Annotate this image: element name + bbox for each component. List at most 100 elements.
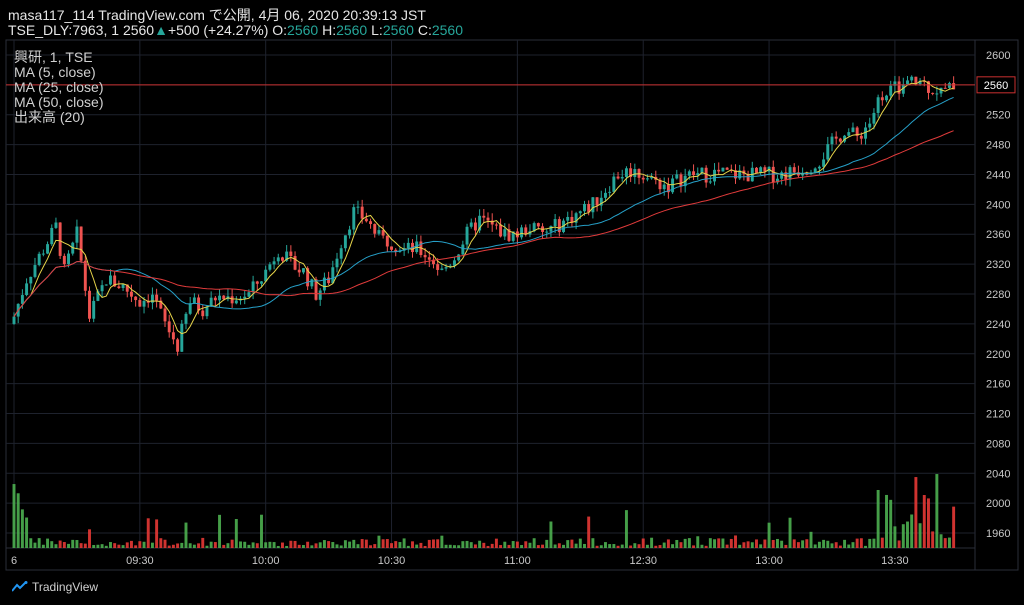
x-tick-label: 10:30 [378,555,406,567]
candle-body [469,222,473,227]
candle-body [780,172,784,179]
candle-body [671,178,675,193]
candle-body [184,313,188,324]
tradingview-brand[interactable]: TradingView [12,580,98,594]
volume-bar [666,539,670,548]
volume-bar [755,539,758,548]
candle-body [893,81,897,86]
candle-body [864,127,868,139]
volume-bar [511,541,515,548]
candle-body [503,229,507,237]
candle-body [92,300,96,319]
volume-bar [377,535,381,548]
candle-body [58,222,62,256]
candle-body [33,265,37,277]
candle-body [939,87,943,94]
candle-body [914,76,918,85]
y-tick-label: 2000 [986,498,1010,510]
volume-bar [859,538,863,548]
volume-bar [251,542,255,548]
candle-body [813,168,817,173]
volume-bar [12,484,16,548]
candle-body [134,296,138,301]
volume-bar [121,545,125,548]
ohlc-header: TSE_DLY:7963, 1 2560▲+500 (+24.27%) O:25… [8,22,463,38]
volume-bar [322,540,326,548]
volume-bar [813,544,817,548]
volume-bar [343,540,347,548]
volume-bar [608,544,612,548]
candle-body [352,207,356,230]
candle-body [41,253,45,255]
volume-bar [394,541,398,548]
legend-ma50[interactable]: MA (50, close) [14,94,104,110]
high-label: H: [322,22,337,38]
candle-body [142,300,146,307]
volume-bar [142,541,146,548]
volume-bar [356,544,360,548]
volume-bar [910,514,914,548]
volume-bar [41,544,45,548]
candle-body [222,295,226,300]
volume-bar [872,538,876,548]
volume-bar [96,544,100,548]
volume-bar [771,539,775,548]
volume-bar [92,544,96,548]
candle-body [675,174,679,179]
volume-bar [830,543,834,548]
candle-body [209,297,213,307]
volume-bar [457,545,461,548]
volume-bar [654,545,658,548]
candle-body [83,260,87,291]
volume-bar [306,541,310,548]
candle-body [952,83,956,90]
volume-bar [117,544,121,548]
volume-bar [83,543,87,548]
up-arrow-icon: ▲ [154,22,168,38]
volume-bar [150,542,154,548]
candle-body [859,135,863,139]
candle-body [700,167,704,174]
candle-body [268,264,272,270]
candle-body [381,230,385,236]
volume-bar [826,540,830,548]
candle-body [574,213,578,223]
legend-symbol[interactable]: 興研, 1, TSE [14,49,93,65]
volume-bar [436,539,440,548]
volume-bar [536,545,540,548]
volume-bar [159,538,163,548]
volume-bar [134,545,138,548]
candle-body [54,222,58,228]
volume-bar [293,540,297,548]
candle-body [192,297,196,304]
candle-body [918,80,922,85]
legend-ma5[interactable]: MA (5, close) [14,64,96,80]
y-tick-label: 2040 [986,468,1010,480]
volume-bar [641,538,645,548]
candle-body [482,215,486,218]
volume-bar [851,542,855,548]
volume-bar [713,539,717,548]
candle-body [792,167,796,173]
volume-bar [264,542,268,548]
volume-bar [79,543,83,548]
x-tick-label: 12:30 [629,555,657,567]
candle-body [692,171,696,176]
legend-volume[interactable]: 出来高 (20) [14,109,85,125]
volume-bar [616,545,620,548]
volume-bar [931,531,935,548]
volume-bar [385,539,389,548]
candle-body [67,253,71,265]
legend-ma25[interactable]: MA (25, close) [14,79,104,95]
candle-body [620,176,624,179]
volume-bar [280,542,284,548]
volume-bar [906,521,909,548]
volume-bar [373,544,377,548]
volume-bar [176,543,180,548]
candle-body [889,85,893,96]
volume-bar [721,538,725,548]
candle-body [633,169,637,178]
volume-bar [192,544,196,548]
x-tick-label: 13:30 [881,555,909,567]
